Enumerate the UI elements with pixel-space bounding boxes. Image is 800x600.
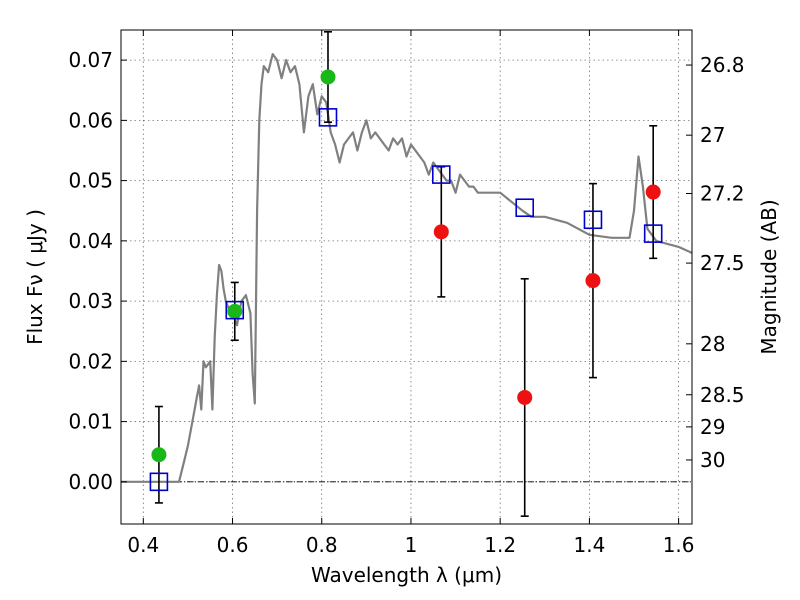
- data-layer: [121, 31, 692, 517]
- x-tick-label: 1.4: [573, 533, 605, 557]
- x-tick-label: 1: [405, 533, 418, 557]
- x-tick-label: 0.8: [306, 533, 338, 557]
- y2-tick-label: 26.8: [700, 53, 745, 77]
- green-point: [151, 447, 167, 463]
- y2-tick-label: 29: [700, 415, 725, 439]
- x-tick-label: 0.6: [217, 533, 249, 557]
- green-point: [320, 69, 336, 85]
- red-point: [433, 224, 449, 240]
- x-tick-label: 1.2: [484, 533, 516, 557]
- model-square: [643, 224, 663, 243]
- y-tick-label: 0.04: [68, 229, 113, 253]
- model-square: [515, 198, 535, 218]
- y2-tick-label: 27.5: [700, 251, 745, 275]
- y2-tick-label: 28: [700, 332, 725, 356]
- x-tick-label: 0.4: [127, 533, 159, 557]
- model-square: [583, 210, 603, 230]
- y-tick-label: 0.06: [68, 108, 113, 132]
- y2-tick-label: 27.2: [700, 181, 745, 205]
- model-square: [431, 165, 451, 184]
- model-square: [149, 472, 169, 492]
- y2-tick-label: 30: [700, 448, 725, 472]
- y-tick-label: 0.00: [68, 470, 113, 494]
- tick-layer: 0.4 0.6 0.8 1 1.2 1.4 1.6 0.00 0.01 0.02 0.03 0.04 0…: [68, 30, 745, 557]
- x-axis-label: Wavelength λ (μm): [311, 563, 502, 587]
- y-tick-label: 0.02: [68, 349, 113, 373]
- y-tick-label: 0.05: [68, 169, 113, 193]
- red-point: [517, 389, 533, 405]
- y2-tick-label: 28.5: [700, 383, 745, 407]
- y-tick-label: 0.03: [68, 289, 113, 313]
- y2-axis-label: Magnitude (AB): [757, 199, 781, 354]
- y-tick-label: 0.07: [68, 48, 113, 72]
- spectrum-line: [121, 52, 692, 483]
- red-point: [645, 184, 661, 200]
- model-square: [318, 108, 338, 127]
- model-square: [225, 300, 245, 320]
- y2-tick-label: 27: [700, 123, 725, 147]
- plot-frame: [120, 29, 693, 525]
- x-tick-label: 1.6: [663, 533, 695, 557]
- y-tick-label: 0.01: [68, 410, 113, 434]
- red-point: [585, 273, 601, 289]
- grid-layer: [121, 30, 692, 524]
- green-point: [227, 303, 243, 319]
- y-axis-label: Flux Fν ( μJy ): [23, 209, 47, 345]
